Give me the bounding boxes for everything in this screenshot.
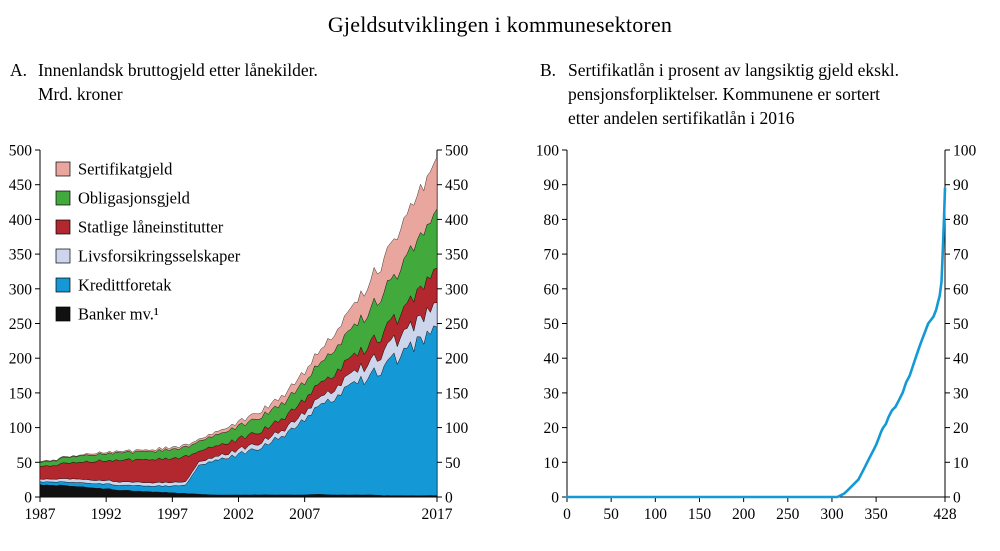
svg-text:10: 10 xyxy=(953,455,969,472)
svg-text:60: 60 xyxy=(953,281,969,298)
svg-text:50: 50 xyxy=(544,316,560,333)
svg-text:300: 300 xyxy=(9,281,33,298)
svg-text:150: 150 xyxy=(9,385,33,402)
svg-text:100: 100 xyxy=(445,420,469,437)
panel-a-letter: A. xyxy=(10,60,28,80)
svg-text:0: 0 xyxy=(551,490,559,507)
area-series xyxy=(39,156,438,463)
svg-text:50: 50 xyxy=(603,506,619,523)
svg-text:Obligasjonsgjeld: Obligasjonsgjeld xyxy=(78,189,191,208)
svg-text:350: 350 xyxy=(445,247,469,264)
svg-text:250: 250 xyxy=(445,316,469,333)
legend-swatch xyxy=(55,190,71,206)
svg-text:0: 0 xyxy=(445,490,453,507)
svg-text:2017: 2017 xyxy=(422,506,453,523)
svg-text:200: 200 xyxy=(9,351,33,368)
chart-a-stacked-area: 0 0 50 50 100 100 150 150 200 200 250 250 300 300 350 3… xyxy=(9,143,469,524)
svg-text:350: 350 xyxy=(9,247,33,264)
svg-text:2007: 2007 xyxy=(289,506,320,523)
panel-b-title: Sertifikatlån i prosent av langsiktig gj… xyxy=(568,60,899,129)
axes xyxy=(562,149,950,498)
svg-text:Banker mv.¹: Banker mv.¹ xyxy=(78,305,159,324)
x-axis-ticks xyxy=(39,497,438,502)
svg-text:90: 90 xyxy=(544,177,560,194)
svg-text:Livsforsikringsselskaper: Livsforsikringsselskaper xyxy=(78,247,241,266)
svg-text:Statlige låneinstitutter: Statlige låneinstitutter xyxy=(78,218,224,237)
svg-text:450: 450 xyxy=(9,177,33,194)
svg-text:Kredittforetak: Kredittforetak xyxy=(78,276,172,295)
svg-text:40: 40 xyxy=(953,351,969,368)
svg-text:100: 100 xyxy=(536,143,560,160)
svg-text:10: 10 xyxy=(544,455,560,472)
legend-swatch xyxy=(55,306,71,322)
figure-title: Gjeldsutviklingen i kommunesektoren xyxy=(327,12,673,37)
svg-text:1992: 1992 xyxy=(91,506,122,523)
panel-b-heading: B. Sertifikatlån i prosent av langsiktig… xyxy=(540,58,990,130)
legend: Sertifikatgjeld Obligasjonsgjeld Statlige … xyxy=(55,160,241,324)
line-series xyxy=(565,186,947,499)
svg-text:250: 250 xyxy=(776,506,800,523)
svg-text:0: 0 xyxy=(953,490,961,507)
svg-text:300: 300 xyxy=(445,281,469,298)
panel-a-heading: A. Innenlandsk bruttogjeld etter lånekil… xyxy=(10,58,490,106)
svg-text:90: 90 xyxy=(953,177,969,194)
svg-text:50: 50 xyxy=(953,316,969,333)
svg-text:1997: 1997 xyxy=(157,506,188,523)
svg-text:500: 500 xyxy=(445,143,469,160)
legend-swatch xyxy=(55,277,71,293)
svg-text:30: 30 xyxy=(544,385,560,402)
svg-text:250: 250 xyxy=(9,316,33,333)
svg-text:150: 150 xyxy=(688,506,712,523)
svg-text:20: 20 xyxy=(544,420,560,437)
legend-swatch xyxy=(55,248,71,264)
svg-text:200: 200 xyxy=(732,506,756,523)
svg-text:80: 80 xyxy=(953,212,969,229)
svg-text:100: 100 xyxy=(953,143,977,160)
svg-text:80: 80 xyxy=(544,212,560,229)
svg-text:400: 400 xyxy=(445,212,469,229)
panel-a-title: Innenlandsk bruttogjeld etter lånekilder… xyxy=(38,60,318,105)
svg-text:20: 20 xyxy=(953,420,969,437)
svg-text:0: 0 xyxy=(563,506,571,523)
svg-text:70: 70 xyxy=(953,247,969,264)
svg-text:400: 400 xyxy=(9,212,33,229)
svg-text:100: 100 xyxy=(644,506,668,523)
svg-text:100: 100 xyxy=(9,420,33,437)
svg-text:350: 350 xyxy=(864,506,888,523)
svg-text:40: 40 xyxy=(544,351,560,368)
svg-text:30: 30 xyxy=(953,385,969,402)
svg-text:1987: 1987 xyxy=(25,506,56,523)
legend-swatch xyxy=(55,161,71,177)
svg-text:200: 200 xyxy=(445,351,469,368)
svg-text:50: 50 xyxy=(17,455,33,472)
svg-text:450: 450 xyxy=(445,177,469,194)
svg-text:500: 500 xyxy=(9,143,33,160)
legend-swatch xyxy=(55,219,71,235)
svg-text:50: 50 xyxy=(445,455,461,472)
svg-text:Sertifikatgjeld: Sertifikatgjeld xyxy=(78,160,173,179)
svg-text:70: 70 xyxy=(544,247,560,264)
svg-text:428: 428 xyxy=(933,506,957,523)
svg-text:300: 300 xyxy=(820,506,844,523)
svg-text:0: 0 xyxy=(24,490,32,507)
svg-text:150: 150 xyxy=(445,385,469,402)
svg-text:2002: 2002 xyxy=(223,506,254,523)
svg-text:60: 60 xyxy=(544,281,560,298)
panel-b-letter: B. xyxy=(540,60,557,80)
